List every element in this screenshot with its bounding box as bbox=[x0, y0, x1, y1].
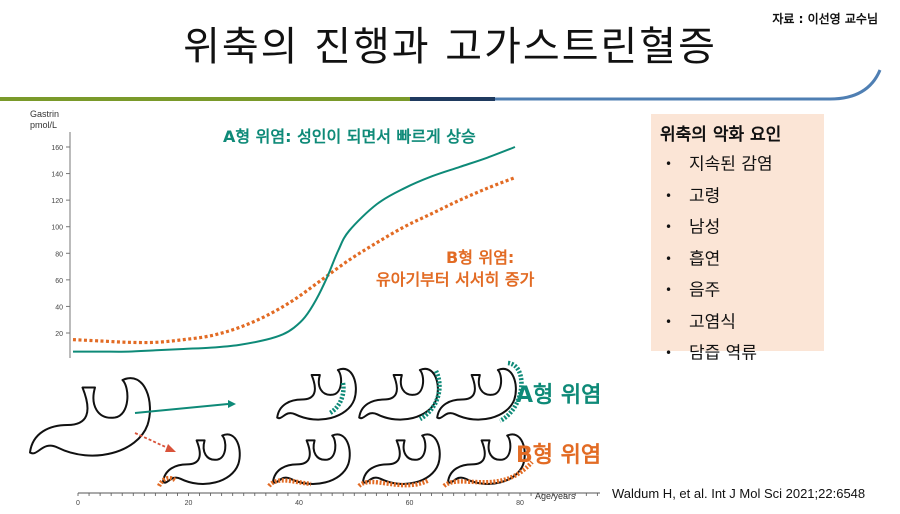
page-title: 위축의 진행과 고가스트린혈증 bbox=[183, 24, 717, 70]
x-tick-label: 80 bbox=[516, 500, 524, 507]
atrophy-marks bbox=[357, 477, 431, 488]
atrophy-marks bbox=[267, 478, 312, 488]
stomach-outline-icon bbox=[447, 433, 526, 485]
annotation-type-a: A형 위염: 성인이 되면서 빠르게 상승 bbox=[223, 127, 476, 146]
y-tick-label: 160 bbox=[51, 145, 63, 152]
title-divider bbox=[0, 69, 882, 101]
stomach-type-b-stage4-icon bbox=[442, 433, 534, 488]
arrow-type-a-head-icon bbox=[228, 400, 236, 408]
y-tick-label: 60 bbox=[55, 278, 63, 285]
risk-factor-list: • 지속된 감염 • 고령 • 남성 • 흡연 • 음주 • 고염식 • 담즙 역류 bbox=[651, 149, 824, 370]
stomach-outline-icon bbox=[358, 367, 439, 421]
y-axis-unit: pmol/L bbox=[30, 120, 57, 130]
divider-navy-segment bbox=[410, 97, 495, 101]
risk-factor-item: • 고령 bbox=[665, 181, 824, 213]
stomach-type-b-stage2-icon bbox=[267, 433, 351, 488]
annotation-type-b-line2: 유아기부터 서서히 증가 bbox=[376, 270, 535, 289]
risk-factor-item: • 남성 bbox=[665, 212, 824, 244]
risk-factor-box: 위축의 악화 요인 • 지속된 감염 • 고령 • 남성 • 흡연 • 음주 • 고염식 •… bbox=[651, 114, 824, 364]
label-type-a: A형 위염 bbox=[516, 383, 602, 408]
y-tick-label: 40 bbox=[55, 304, 63, 311]
divider-blue-curve bbox=[495, 69, 882, 101]
annotation-type-b-line1: B형 위염: bbox=[446, 248, 515, 267]
risk-factor-title: 위축의 악화 요인 bbox=[660, 125, 782, 145]
arrow-type-b-head-icon bbox=[165, 444, 176, 452]
bullet-icon: • bbox=[665, 346, 673, 360]
bullet-icon: • bbox=[665, 157, 673, 171]
bullet-icon: • bbox=[665, 314, 673, 329]
series-type-a-line bbox=[73, 146, 516, 353]
risk-factor-item: • 음주 bbox=[665, 275, 824, 307]
stomach-illustrations bbox=[29, 360, 534, 488]
stomach-type-a-stage1-icon bbox=[276, 367, 357, 421]
stomach-outline-icon bbox=[436, 367, 517, 421]
x-tick-label: 20 bbox=[185, 500, 193, 507]
source-credit: 자료 : 이선영 교수님 bbox=[772, 12, 878, 26]
stomach-type-a-stage2-icon bbox=[358, 367, 442, 421]
bullet-icon: • bbox=[665, 220, 673, 234]
atrophy-marks bbox=[157, 475, 177, 488]
bullet-icon: • bbox=[665, 188, 673, 203]
x-axis-label: Age/years bbox=[535, 491, 576, 501]
stomach-outline-icon bbox=[162, 433, 241, 485]
y-tick-label: 120 bbox=[51, 198, 63, 205]
citation: Waldum H, et al. Int J Mol Sci 2021;22:6… bbox=[612, 486, 866, 501]
bullet-icon: • bbox=[665, 283, 673, 297]
risk-factor-item: • 흡연 bbox=[665, 244, 824, 276]
stomach-outline-icon bbox=[272, 433, 351, 485]
atrophy-marks bbox=[418, 369, 442, 421]
y-tick-label: 80 bbox=[55, 251, 63, 258]
chart-series bbox=[72, 146, 516, 353]
y-tick-label: 20 bbox=[55, 331, 63, 338]
bullet-icon: • bbox=[665, 251, 673, 266]
stomach-type-b-stage1-icon bbox=[157, 433, 241, 488]
atrophy-marks bbox=[442, 460, 534, 488]
divider-green-segment bbox=[0, 97, 410, 101]
stomach-outline-icon bbox=[362, 433, 441, 485]
y-tick-label: 140 bbox=[51, 172, 63, 179]
series-type-b-line bbox=[72, 176, 516, 345]
risk-factor-item: • 지속된 감염 bbox=[665, 149, 824, 181]
y-tick-label: 100 bbox=[51, 225, 63, 232]
arrow-type-a-icon bbox=[134, 403, 229, 414]
stomach-type-a-stage3-icon bbox=[436, 360, 524, 424]
x-tick-label: 0 bbox=[76, 500, 80, 507]
arrow-type-b-icon bbox=[134, 432, 171, 450]
y-axis-label: Gastrin bbox=[30, 109, 59, 119]
label-type-b: B형 위염 bbox=[516, 443, 602, 468]
stomach-normal-icon bbox=[29, 377, 151, 457]
x-tick-label: 40 bbox=[295, 500, 303, 507]
x-tick-label: 60 bbox=[406, 500, 414, 507]
risk-factor-item: • 담즙 역류 bbox=[665, 338, 824, 370]
stomach-type-b-stage3-icon bbox=[357, 433, 441, 488]
risk-factor-item: • 고염식 bbox=[665, 307, 824, 339]
stomach-outline-icon bbox=[29, 377, 151, 457]
